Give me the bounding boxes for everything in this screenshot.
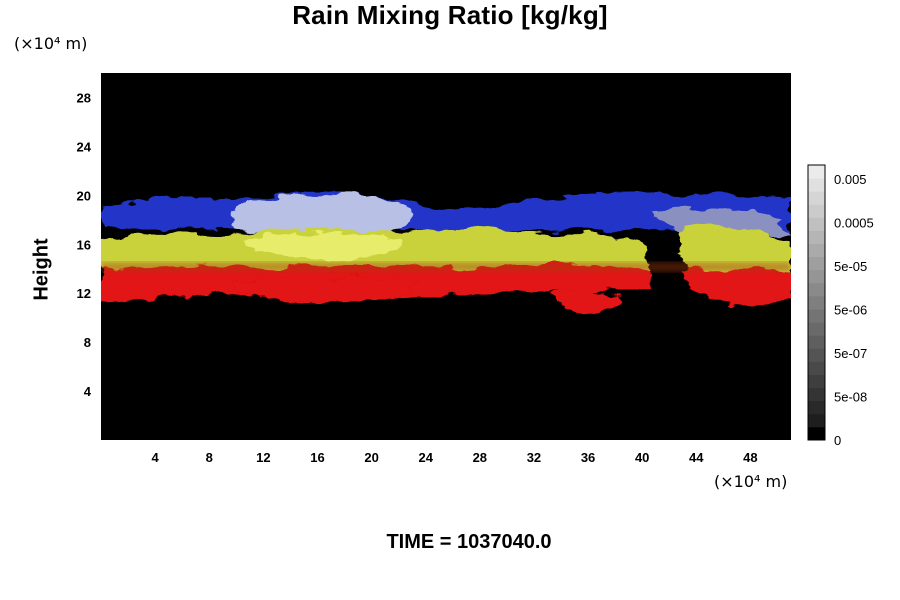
colorbar-label: 5e-05 — [834, 259, 867, 274]
yellow-right — [679, 225, 791, 274]
colorbar-swatch — [808, 361, 825, 375]
colorbar-swatch — [808, 295, 825, 310]
rain-field — [101, 192, 791, 312]
colorbar-swatch — [808, 282, 825, 297]
pale-blue-cloud — [230, 193, 412, 236]
x-tick-label: 36 — [581, 450, 595, 465]
colorbar-label: 0 — [834, 433, 841, 448]
y-tick-label: 4 — [84, 384, 92, 399]
colorbar-swatch — [808, 387, 825, 402]
chart-title: Rain Mixing Ratio [kg/kg] — [292, 0, 608, 30]
colorbar-label: 0.0005 — [834, 216, 874, 231]
red-right — [680, 268, 791, 305]
colorbar-swatch — [808, 256, 825, 271]
colorbar-label: 0.005 — [834, 172, 867, 187]
y-tick-label: 28 — [77, 90, 91, 105]
colorbar-outline — [807, 164, 826, 441]
y-ticks: 4 8 12 16 20 24 28 — [77, 90, 92, 399]
colorbar-swatch — [808, 374, 825, 389]
pale-blue-right — [650, 207, 791, 236]
colorbar-label: 5e-08 — [834, 390, 867, 405]
time-label: TIME = 1037040.0 — [386, 531, 552, 553]
y-tick-label: 20 — [77, 188, 91, 203]
x-tick-label: 40 — [635, 450, 649, 465]
red-blob — [552, 290, 623, 312]
colorbar-swatch — [808, 348, 825, 362]
colorbar-swatch — [808, 309, 825, 323]
colorbar-swatch — [808, 426, 825, 441]
x-tick-label: 24 — [418, 450, 433, 465]
x-tick-label: 48 — [743, 450, 757, 465]
y-unit-label: (×10⁴ m) — [14, 34, 88, 53]
red-under — [230, 278, 420, 304]
colorbar-swatch — [808, 191, 825, 205]
x-ticks: 4 8 12 16 20 24 28 32 36 40 44 48 — [152, 450, 758, 465]
colorbar-swatch — [808, 322, 825, 336]
x-unit-label: (×10⁴ m) — [714, 472, 788, 491]
x-tick-label: 16 — [310, 450, 324, 465]
x-tick-label: 8 — [206, 450, 213, 465]
yellow-highlight — [240, 232, 402, 258]
x-tick-label: 4 — [152, 450, 160, 465]
y-tick-label: 8 — [84, 335, 91, 350]
x-tick-label: 20 — [364, 450, 378, 465]
y-tick-label: 12 — [77, 286, 91, 301]
x-tick-label: 32 — [527, 450, 541, 465]
y-tick-label: 24 — [77, 139, 92, 154]
colorbar-swatch — [808, 230, 825, 244]
colorbar-swatch — [808, 413, 825, 428]
colorbar-swatch — [808, 178, 825, 192]
x-tick-label: 44 — [689, 450, 704, 465]
x-tick-label: 28 — [473, 450, 487, 465]
x-tick-label: 12 — [256, 450, 270, 465]
colorbar-swatch — [808, 217, 825, 231]
colorbar-swatch — [808, 335, 825, 349]
colorbar-label: 5e-07 — [834, 346, 867, 361]
colorbar-swatch — [808, 269, 825, 284]
colorbar-swatch — [808, 165, 825, 179]
colorbar: 0.005 0.0005 5e-05 5e-06 5e-07 5e-08 0 — [807, 164, 874, 448]
colorbar-swatch — [808, 400, 825, 415]
colorbar-label: 5e-06 — [834, 303, 867, 318]
colorbar-swatch — [808, 204, 825, 218]
y-tick-label: 16 — [77, 237, 91, 252]
colorbar-swatch — [808, 243, 825, 258]
